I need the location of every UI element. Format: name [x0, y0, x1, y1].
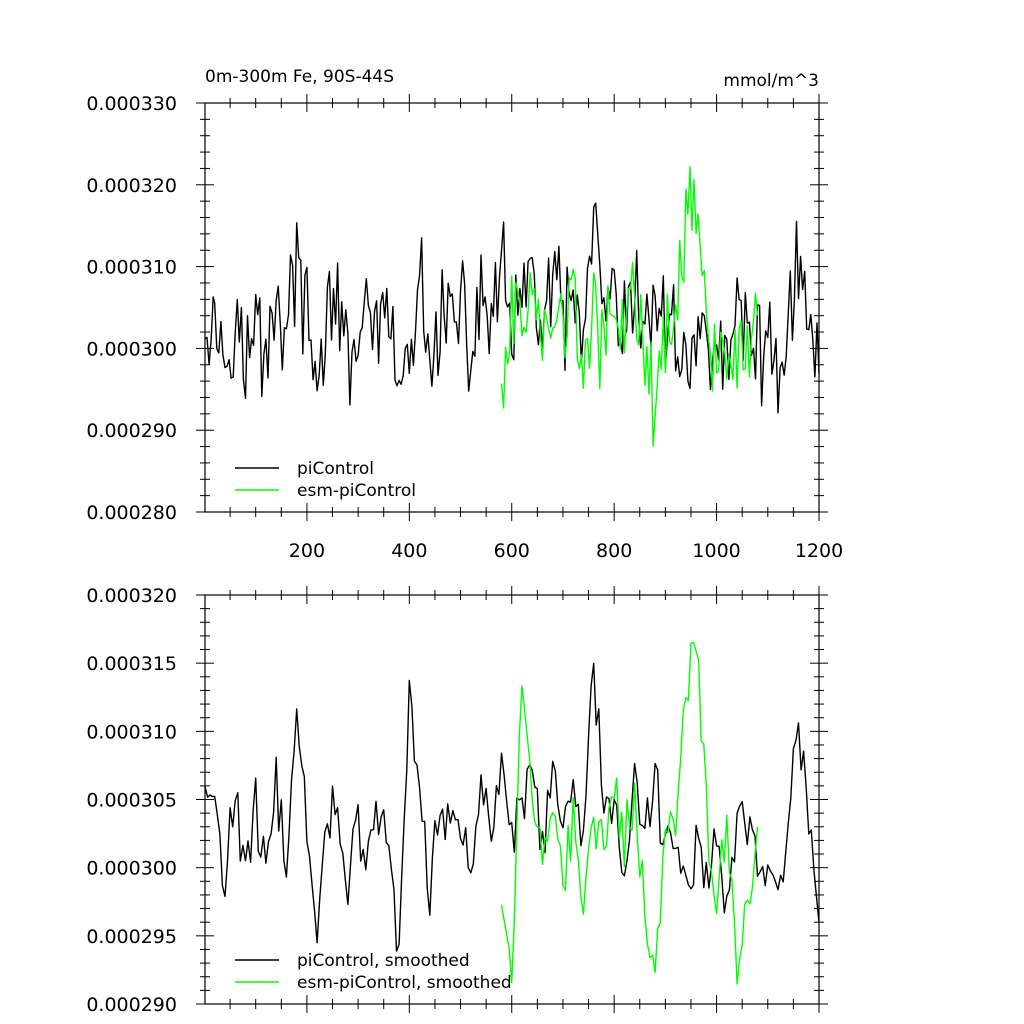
- y-tick-label: 0.000300: [86, 338, 177, 360]
- y-tick-label: 0.000320: [86, 175, 177, 197]
- y-tick-label: 0.000280: [86, 502, 177, 524]
- y-tick-label: 0.000310: [86, 257, 177, 279]
- x-tick-label: 800: [596, 540, 632, 562]
- y-tick-label: 0.000315: [86, 653, 177, 675]
- top-panel: 0m-300m Fe, 90S-44S mmol/m^3 0.000280 0.000…: [86, 67, 843, 562]
- y-tick-label: 0.000330: [86, 93, 177, 115]
- bottom-panel: 0.000290 0.000295 0.000300 0.000305 0.000310…: [86, 585, 828, 1016]
- y-tick-label: 0.000290: [86, 420, 177, 442]
- x-tick-label: 200: [289, 540, 325, 562]
- legend-label: piControl, smoothed: [297, 951, 470, 971]
- x-tick-label: 1000: [692, 540, 740, 562]
- legend-label: esm-piControl: [297, 481, 416, 501]
- x-tick-label: 1200: [795, 540, 843, 562]
- plot-frame: [204, 594, 820, 1005]
- y-tick-label: 0.000300: [86, 858, 177, 880]
- y-tick-label: 0.000295: [86, 926, 177, 948]
- y-tick-label: 0.000310: [86, 721, 177, 743]
- series-line-picontrol: [204, 202, 820, 414]
- legend-label: esm-piControl, smoothed: [297, 973, 512, 993]
- series-line-esm-picontrol: [500, 641, 759, 985]
- series-line-esm-picontrol: [500, 166, 759, 447]
- y-tick-label: 0.000305: [86, 790, 177, 812]
- chart-title: 0m-300m Fe, 90S-44S: [205, 67, 394, 87]
- y-tick-label: 0.000290: [86, 994, 177, 1016]
- x-tick-label: 600: [494, 540, 530, 562]
- series-line-picontrol: [204, 662, 820, 952]
- legend-label: piControl: [297, 459, 374, 479]
- units-label: mmol/m^3: [723, 71, 819, 91]
- x-tick-label: 400: [391, 540, 427, 562]
- y-tick-label: 0.000320: [86, 585, 177, 607]
